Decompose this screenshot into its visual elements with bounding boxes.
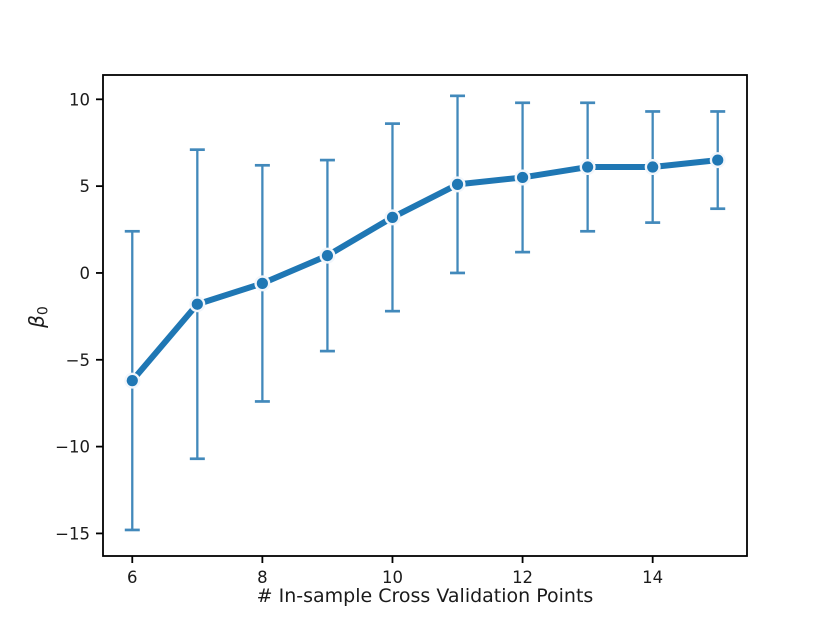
y-tick-label: −15: [55, 524, 90, 543]
x-tick-label: 12: [512, 568, 533, 587]
x-tick-label: 10: [382, 568, 403, 587]
data-point-marker: [124, 372, 141, 389]
axes-spines: [102, 74, 748, 557]
y-axis-label-beta: β: [24, 315, 49, 328]
y-axis-label-subscript: 0: [35, 306, 52, 316]
y-tick-label: 5: [80, 177, 91, 196]
x-axis-label: # In-sample Cross Validation Points: [256, 585, 594, 607]
data-point-marker: [384, 209, 401, 226]
data-point-marker: [644, 159, 661, 176]
y-tick-label: 0: [80, 264, 91, 283]
data-line: [129, 157, 721, 384]
data-point-marker: [579, 159, 596, 176]
data-point-marker: [514, 169, 531, 186]
x-tick-label: 6: [127, 568, 138, 587]
data-point-marker: [189, 296, 206, 313]
x-tick-label: 14: [642, 568, 663, 587]
y-axis-label: β0: [25, 306, 52, 328]
data-point-marker: [319, 247, 336, 264]
x-tick-label: 8: [257, 568, 268, 587]
y-tick-label: −10: [55, 438, 90, 457]
y-tick-label: 10: [69, 90, 90, 109]
data-point-marker: [254, 275, 271, 292]
data-point-marker: [709, 152, 726, 169]
data-point-marker: [449, 176, 466, 193]
y-tick-label: −5: [66, 351, 90, 370]
